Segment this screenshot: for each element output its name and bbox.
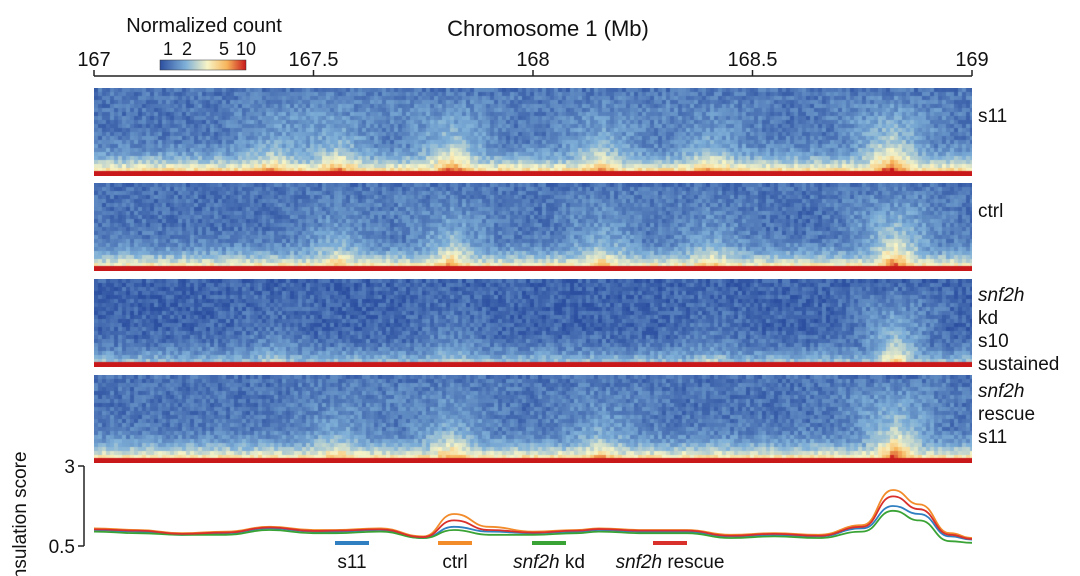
track-label: rescue <box>978 404 1035 425</box>
legend-label: ctrl <box>442 552 467 573</box>
y-tick-label: 0.5 <box>49 537 75 558</box>
legend-label-plain: s11 <box>337 552 366 573</box>
track-label: s10 <box>978 331 1009 352</box>
legend-label-plain: rescue <box>662 552 724 573</box>
colorbar: Normalized count 1 2 5 10 <box>126 15 282 71</box>
colorbar-tick-label: 2 <box>182 39 192 59</box>
legend-label-plain: ctrl <box>442 552 467 573</box>
legend: s11 ctrl snf2h kd snf2h rescue <box>335 541 725 573</box>
colorbar-tick-label: 10 <box>236 39 256 59</box>
track-label: ctrl <box>978 201 1003 222</box>
colorbar-gradient <box>159 59 247 71</box>
x-tick-label: 168.5 <box>727 49 777 71</box>
legend-label-italic: snf2h <box>616 552 662 573</box>
track-label: sustained <box>978 354 1059 375</box>
x-axis-title: Chromosome 1 (Mb) <box>447 16 649 41</box>
track-label: snf2h <box>978 285 1024 306</box>
x-axis: 167 167.5 168 168.5 169 <box>77 49 989 77</box>
legend-label-italic: snf2h <box>513 552 559 573</box>
track-label: snf2h <box>978 381 1024 402</box>
contact-map-track <box>94 183 972 271</box>
y-axis-label: Insulation score <box>10 451 31 576</box>
contact-map-track <box>94 279 972 367</box>
legend-label: snf2h rescue <box>616 552 725 573</box>
colorbar-tick-labels: 1 2 5 10 <box>163 39 256 59</box>
insulation-panel: Insulation score 0.5 3 <box>10 451 973 576</box>
colorbar-label: Normalized count <box>126 15 282 37</box>
track-label: s11 <box>978 427 1007 448</box>
insulation-line-kd <box>93 509 973 544</box>
x-tick-label: 167.5 <box>288 49 338 71</box>
colorbar-tick-label: 5 <box>219 39 229 59</box>
legend-label: s11 <box>337 552 366 573</box>
legend-label: snf2h kd <box>513 552 585 573</box>
x-tick-label: 169 <box>955 49 988 71</box>
legend-label-plain: kd <box>560 552 585 573</box>
x-tick-label: 167 <box>77 49 110 71</box>
insulation-line-rescue <box>93 495 973 540</box>
colorbar-tick-label: 1 <box>163 39 173 59</box>
contact-map-track <box>94 375 972 463</box>
track-label: s11 <box>978 106 1007 127</box>
contact-map-track <box>94 88 972 176</box>
track-label: kd <box>978 308 998 329</box>
y-tick-label: 3 <box>64 457 75 478</box>
x-tick-label: 168 <box>516 49 549 71</box>
